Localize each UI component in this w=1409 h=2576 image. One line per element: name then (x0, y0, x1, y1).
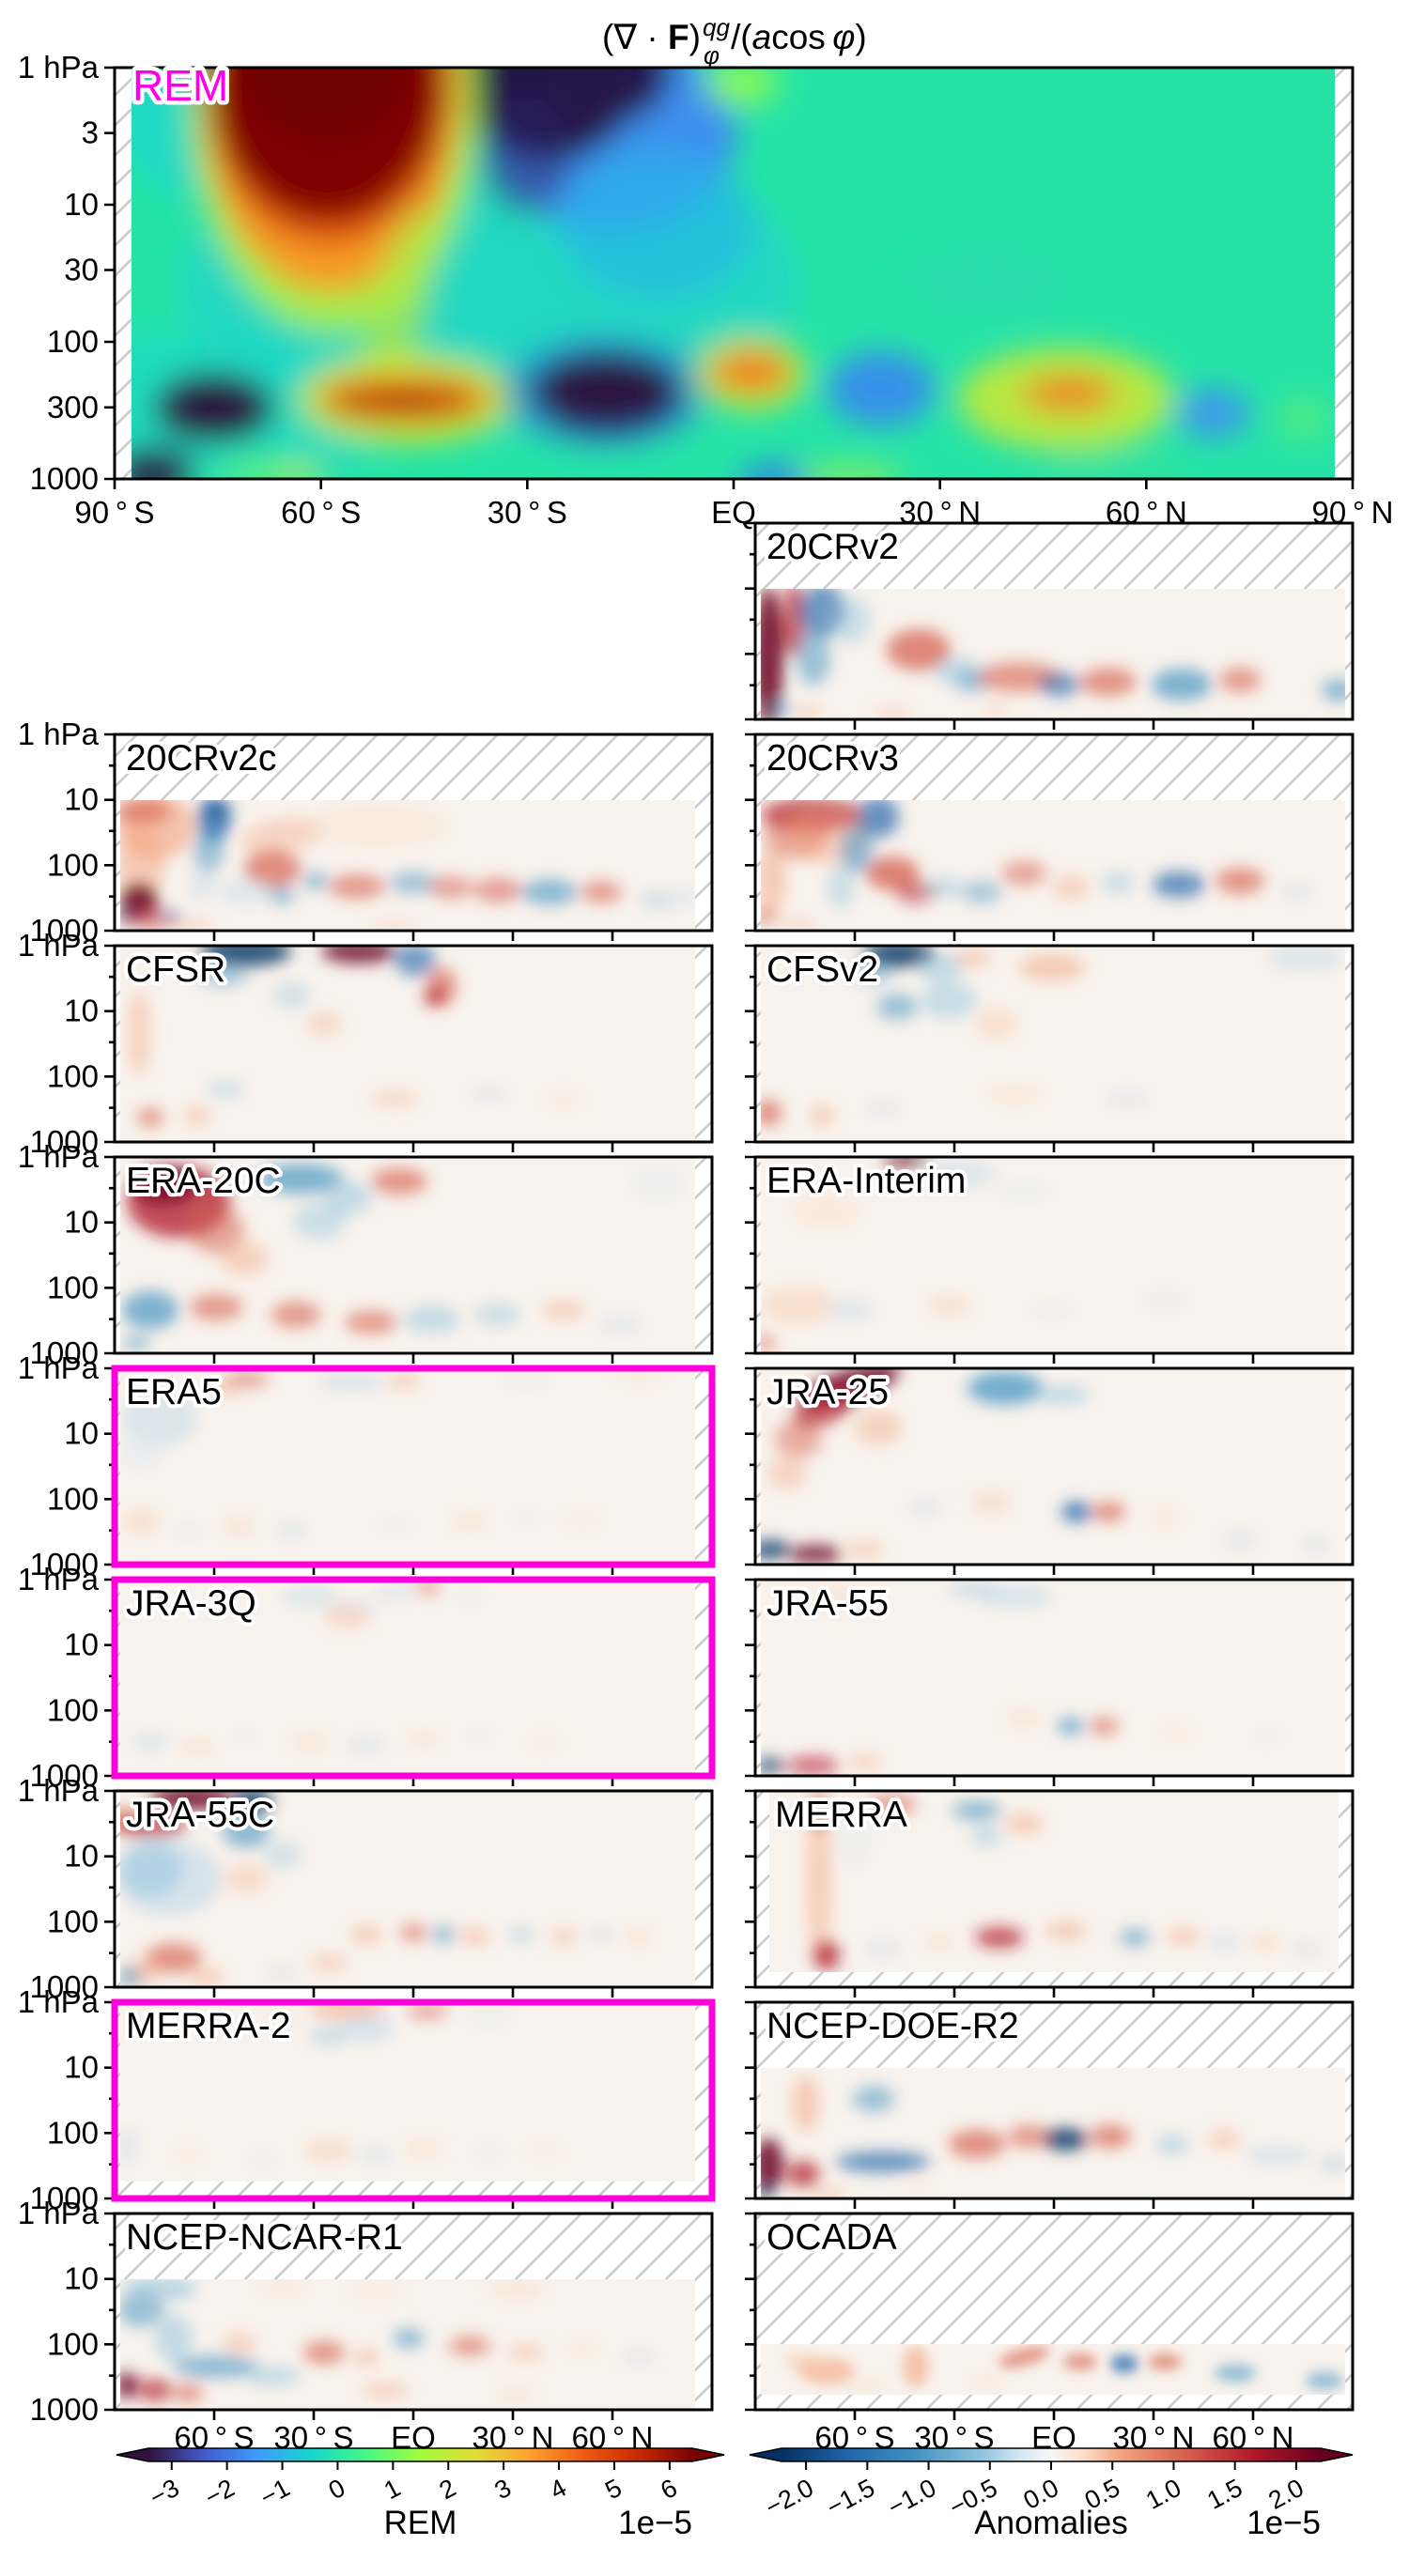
svg-text:−1.5: −1.5 (822, 2474, 879, 2522)
svg-text:1000: 1000 (30, 1124, 99, 1159)
svg-text:10: 10 (64, 2261, 99, 2296)
svg-text:1 hPa: 1 hPa (18, 1773, 100, 1808)
svg-text:MERRA-2: MERRA-2 (126, 2006, 291, 2046)
svg-text:100: 100 (47, 1904, 99, 1938)
svg-text:−2.0: −2.0 (761, 2474, 818, 2522)
svg-text:60 ° S: 60 ° S (281, 495, 361, 530)
svg-text:1000: 1000 (30, 1758, 99, 1793)
svg-text:1e−5: 1e−5 (1246, 2505, 1321, 2541)
svg-text:10: 10 (64, 1416, 99, 1451)
svg-text:1 hPa: 1 hPa (18, 1139, 100, 1174)
svg-text:100: 100 (47, 1481, 99, 1516)
svg-text:1 hPa: 1 hPa (18, 717, 100, 751)
svg-text:−1.0: −1.0 (883, 2474, 940, 2522)
svg-text:/(acos φ): /(acos φ) (731, 18, 867, 56)
svg-text:5: 5 (600, 2474, 626, 2506)
svg-text:10: 10 (64, 1205, 99, 1240)
svg-text:100: 100 (47, 1692, 99, 1727)
svg-text:100: 100 (47, 1058, 99, 1093)
svg-text:1000: 1000 (30, 2392, 99, 2427)
svg-text:10: 10 (64, 2050, 99, 2085)
svg-text:1 hPa: 1 hPa (18, 928, 100, 963)
svg-text:NCEP-NCAR-R1: NCEP-NCAR-R1 (126, 2217, 403, 2258)
svg-text:0: 0 (324, 2474, 349, 2506)
svg-text:MERRA: MERRA (775, 1795, 907, 1835)
svg-text:1000: 1000 (30, 2181, 99, 2215)
svg-text:300: 300 (47, 390, 99, 424)
svg-text:CFSR: CFSR (126, 949, 225, 990)
svg-text:10: 10 (64, 994, 99, 1028)
svg-text:OCADA: OCADA (766, 2217, 897, 2258)
svg-text:Anomalies: Anomalies (974, 2505, 1127, 2541)
svg-text:20CRv3: 20CRv3 (766, 738, 899, 779)
svg-text:qg: qg (703, 13, 730, 41)
svg-text:4: 4 (546, 2474, 571, 2506)
svg-text:100: 100 (47, 324, 99, 359)
svg-text:−2: −2 (200, 2474, 239, 2512)
svg-text:100: 100 (47, 2115, 99, 2150)
svg-text:(∇ · F): (∇ · F) (602, 18, 701, 56)
svg-text:30 ° S: 30 ° S (488, 495, 567, 530)
svg-text:1000: 1000 (30, 1969, 99, 2004)
svg-text:CFSv2: CFSv2 (766, 949, 878, 990)
svg-text:1000: 1000 (30, 461, 99, 496)
svg-text:20CRv2: 20CRv2 (766, 527, 899, 567)
svg-text:30: 30 (64, 252, 99, 286)
svg-text:1000: 1000 (30, 1335, 99, 1370)
svg-text:JRA-55C: JRA-55C (126, 1795, 274, 1835)
svg-text:REM: REM (132, 61, 228, 110)
svg-text:JRA-25: JRA-25 (766, 1372, 889, 1412)
svg-text:1 hPa: 1 hPa (18, 50, 100, 85)
svg-text:φ: φ (704, 41, 720, 69)
svg-text:2: 2 (435, 2474, 460, 2506)
svg-text:NCEP-DOE-R2: NCEP-DOE-R2 (766, 2006, 1019, 2046)
svg-text:100: 100 (47, 1270, 99, 1304)
svg-text:1.0: 1.0 (1141, 2474, 1185, 2515)
svg-text:ERA-Interim: ERA-Interim (766, 1161, 966, 1201)
svg-text:1000: 1000 (30, 1547, 99, 1581)
svg-text:10: 10 (64, 1627, 99, 1662)
svg-text:6: 6 (656, 2474, 681, 2506)
svg-text:REM: REM (384, 2505, 457, 2541)
svg-text:3: 3 (82, 116, 99, 150)
svg-text:3: 3 (490, 2474, 516, 2506)
svg-text:−1: −1 (255, 2474, 294, 2512)
svg-text:10: 10 (64, 1839, 99, 1874)
svg-text:1e−5: 1e−5 (618, 2505, 692, 2541)
svg-text:JRA-55: JRA-55 (766, 1583, 889, 1624)
svg-text:100: 100 (47, 847, 99, 882)
svg-text:100: 100 (47, 2326, 99, 2361)
svg-text:JRA-3Q: JRA-3Q (126, 1583, 256, 1624)
svg-text:1: 1 (379, 2474, 405, 2506)
svg-text:1 hPa: 1 hPa (18, 1562, 100, 1597)
svg-text:1000: 1000 (30, 913, 99, 948)
svg-text:−3: −3 (145, 2474, 183, 2512)
svg-text:1.5: 1.5 (1202, 2474, 1246, 2515)
svg-text:1 hPa: 1 hPa (18, 1984, 100, 2019)
svg-text:10: 10 (64, 782, 99, 817)
svg-text:ERA-20C: ERA-20C (126, 1161, 281, 1201)
svg-text:EQ: EQ (711, 495, 756, 530)
svg-text:90 ° S: 90 ° S (74, 495, 154, 530)
svg-text:ERA5: ERA5 (126, 1372, 222, 1412)
svg-text:20CRv2c: 20CRv2c (126, 738, 276, 779)
svg-text:1 hPa: 1 hPa (18, 2196, 100, 2230)
svg-text:1 hPa: 1 hPa (18, 1350, 100, 1385)
svg-text:10: 10 (64, 187, 99, 222)
